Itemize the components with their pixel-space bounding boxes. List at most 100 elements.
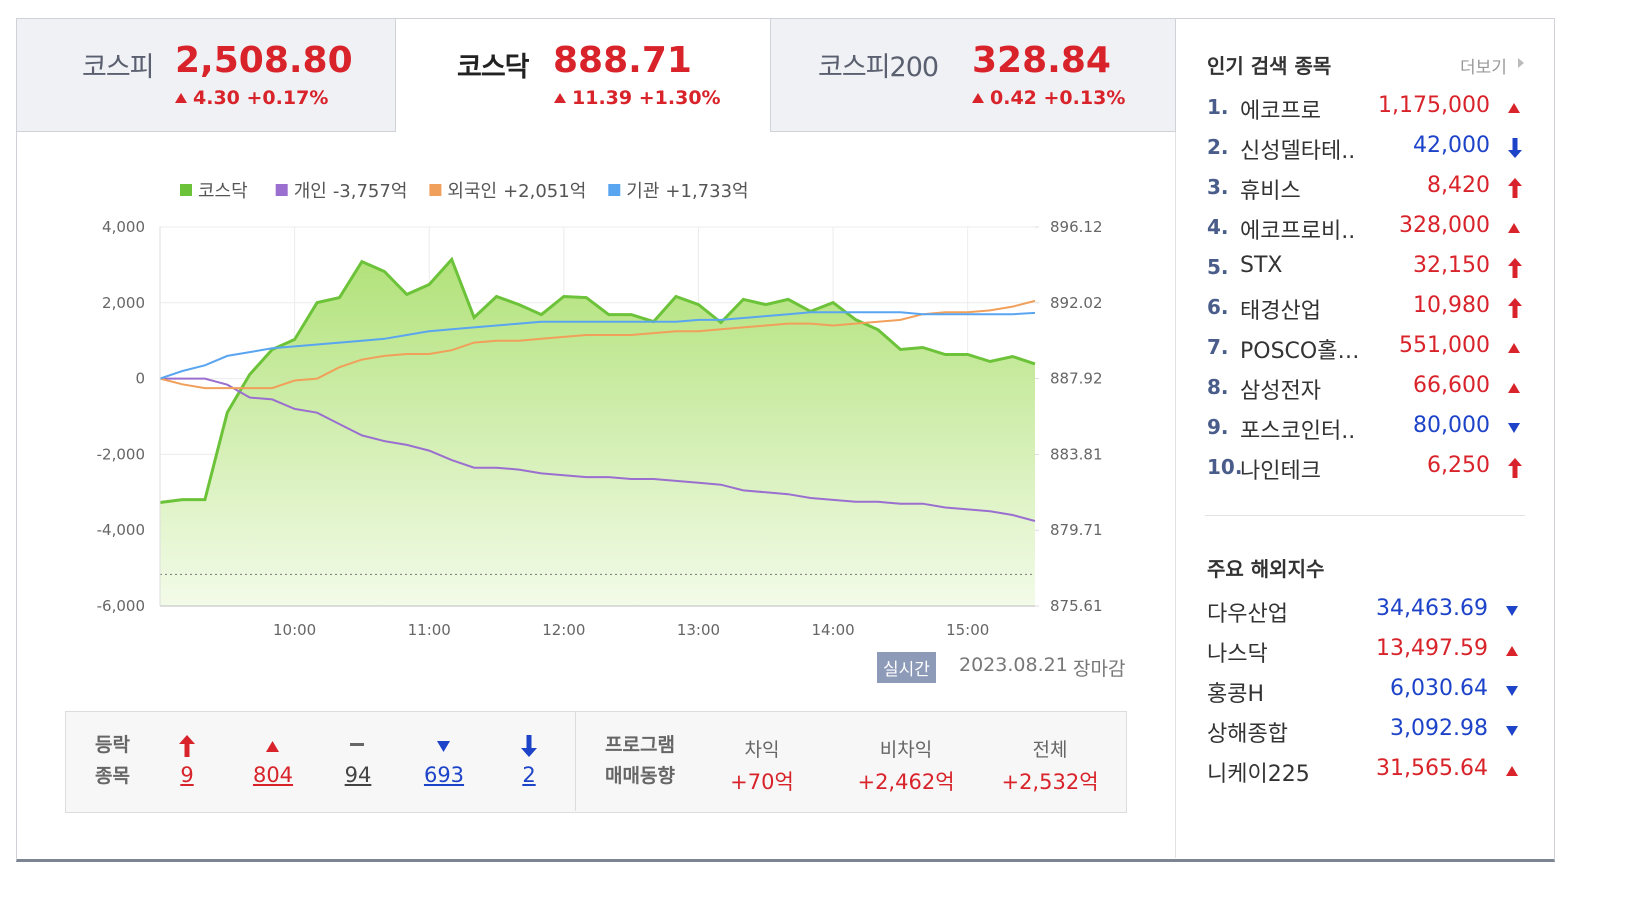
flat-icon xyxy=(350,743,364,746)
index-name[interactable]: 다우산업 xyxy=(1207,602,1288,627)
summary-divider xyxy=(575,712,576,811)
program-value: +2,532억 xyxy=(1001,770,1099,794)
up-icon xyxy=(266,741,279,752)
count-link[interactable]: 2 xyxy=(522,763,536,787)
y2-tick-label: 892.02 xyxy=(1050,294,1103,312)
stock-name[interactable]: POSCO홀… xyxy=(1240,339,1360,364)
icon-shape xyxy=(1508,423,1520,433)
icon-shape xyxy=(1506,646,1518,656)
y2-tick-label: 896.12 xyxy=(1050,218,1103,236)
program-name: 비차익 xyxy=(879,739,933,761)
tab-name: 코스피 xyxy=(82,52,155,83)
count-link[interactable]: 9 xyxy=(180,763,194,787)
y2-tick-label: 887.92 xyxy=(1050,370,1103,388)
icon-shape xyxy=(1508,103,1520,113)
up-icon xyxy=(1508,383,1520,393)
rate: +1.30% xyxy=(638,87,721,109)
stock-price: 42,000 xyxy=(1413,133,1490,158)
tab-value: 2,508.80 xyxy=(175,40,353,81)
summary-box xyxy=(65,711,1127,813)
index-name[interactable]: 나스닥 xyxy=(1207,642,1268,667)
legend-swatch xyxy=(180,184,192,196)
stock-name[interactable]: STX xyxy=(1240,253,1283,278)
count-link[interactable]: 804 xyxy=(252,763,294,787)
stock-price: 10,980 xyxy=(1413,293,1490,318)
stock-name[interactable]: 신성델타테.. xyxy=(1240,139,1356,164)
x-tick-label: 11:00 xyxy=(408,621,451,639)
legend-swatch xyxy=(608,184,621,196)
breadth-label: 등락 종목 xyxy=(95,730,130,792)
change: 0.42 xyxy=(990,87,1037,109)
line xyxy=(159,311,1036,380)
legend-label: 개인 xyxy=(294,181,327,202)
x-tick-label: 12:00 xyxy=(542,621,585,639)
legend-swatch xyxy=(275,184,288,196)
tab-change: 11.39 +1.30% xyxy=(572,87,721,109)
rank: 8. xyxy=(1207,375,1229,399)
stock-name[interactable]: 삼성전자 xyxy=(1240,379,1321,404)
icon-shape xyxy=(1508,458,1522,478)
index-value: 3,092.98 xyxy=(1390,716,1488,741)
label-line: 프로그램 xyxy=(605,734,675,756)
count-link[interactable]: 94 xyxy=(344,763,372,787)
program-name: 차익 xyxy=(744,739,780,761)
stock-name[interactable]: 포스코인터.. xyxy=(1240,419,1356,444)
tab-name: 코스닥 xyxy=(457,52,530,83)
stock-name[interactable]: 태경산업 xyxy=(1240,299,1321,324)
icon-shape xyxy=(1508,343,1520,353)
x-tick-label: 14:00 xyxy=(811,621,854,639)
date: 2023.08.21 xyxy=(959,654,1068,676)
index-value: 31,565.64 xyxy=(1376,756,1488,781)
line xyxy=(159,299,1036,390)
rank: 7. xyxy=(1207,335,1229,359)
y-tick-label: 2,000 xyxy=(102,294,145,312)
rank: 2. xyxy=(1207,135,1229,159)
y2-tick-label: 883.81 xyxy=(1050,445,1103,463)
y-tick-label: 4,000 xyxy=(102,218,145,236)
legend-label: 외국인 xyxy=(447,181,497,202)
index-name[interactable]: 니케이225 xyxy=(1207,762,1310,787)
stock-price: 8,420 xyxy=(1427,173,1490,198)
y2-tick-label: 875.61 xyxy=(1050,597,1103,615)
up-icon xyxy=(972,93,984,103)
rank: 1. xyxy=(1207,95,1229,119)
stock-name[interactable]: 나인테크 xyxy=(1240,459,1321,484)
limit_up-icon xyxy=(1508,458,1522,478)
rank: 4. xyxy=(1207,215,1229,239)
program-value: +70억 xyxy=(730,770,794,794)
realtime-badge: 실시간 xyxy=(877,652,936,683)
y-tick-label: -4,000 xyxy=(97,521,145,539)
stock-name[interactable]: 에코프로비.. xyxy=(1240,219,1356,244)
up-icon xyxy=(1506,766,1518,776)
rank: 6. xyxy=(1207,295,1229,319)
tab-active[interactable] xyxy=(395,18,771,132)
legend-swatch xyxy=(429,184,442,196)
label-line: 매매동향 xyxy=(605,765,675,787)
down-icon xyxy=(437,741,450,752)
tab[interactable] xyxy=(770,18,1176,132)
stock-name[interactable]: 휴비스 xyxy=(1240,179,1301,204)
legend-value: +2,051억 xyxy=(503,181,586,202)
icon-shape xyxy=(1506,686,1518,696)
market-status: 장마감 xyxy=(1073,658,1126,680)
stock-name[interactable]: 에코프로 xyxy=(1240,99,1321,124)
section-title: 주요 해외지수 xyxy=(1207,557,1325,581)
more-arrow xyxy=(1518,58,1524,68)
section-divider xyxy=(1205,515,1525,516)
area xyxy=(160,259,1035,606)
stock-price: 328,000 xyxy=(1399,213,1490,238)
tab-change: 0.42 +0.13% xyxy=(990,87,1125,109)
limit_up-icon xyxy=(1508,298,1522,318)
index-name[interactable]: 홍콩H xyxy=(1207,682,1265,707)
more-link[interactable]: 더보기 xyxy=(1460,58,1507,78)
index-name[interactable]: 상해종합 xyxy=(1207,722,1288,747)
limit-up-icon xyxy=(179,735,195,757)
line xyxy=(159,256,1036,504)
limit-down-icon xyxy=(521,735,537,757)
limit_up-icon xyxy=(1508,258,1522,278)
icon-shape xyxy=(1508,383,1520,393)
index-value: 6,030.64 xyxy=(1390,676,1488,701)
tab[interactable] xyxy=(16,18,396,132)
count-link[interactable]: 693 xyxy=(423,763,465,787)
